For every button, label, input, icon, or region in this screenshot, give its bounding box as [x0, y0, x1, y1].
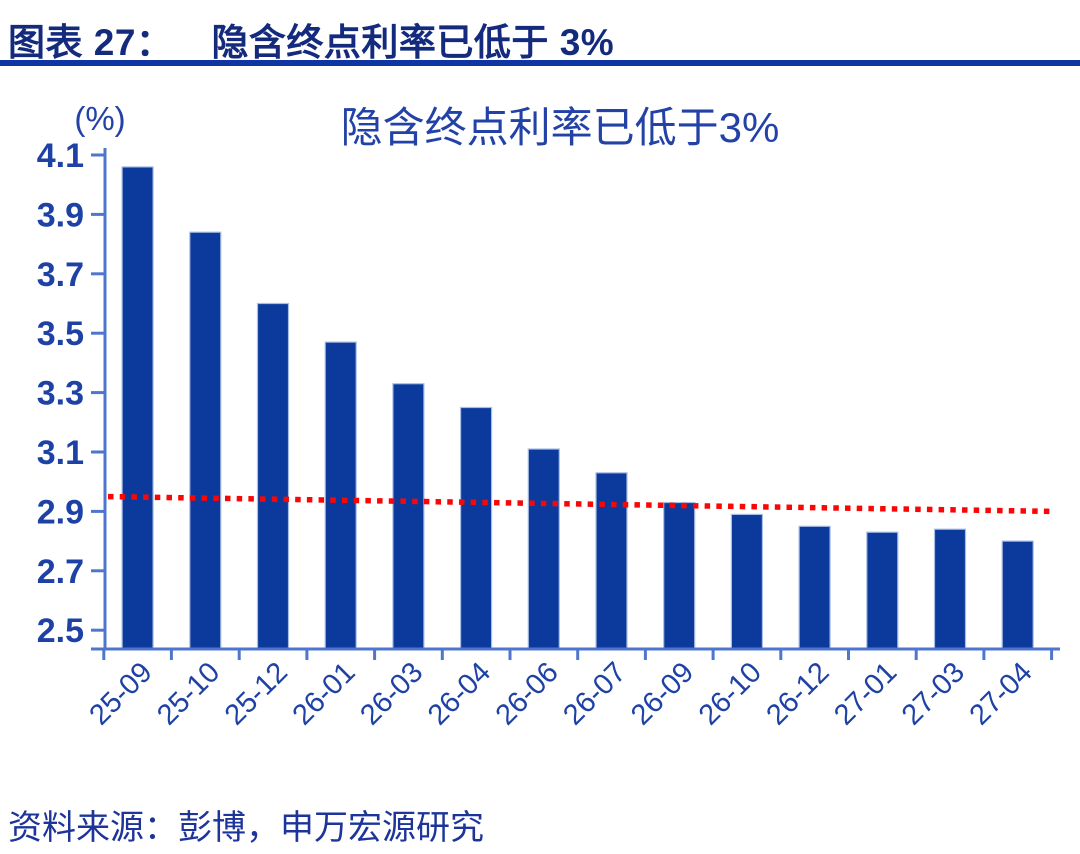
y-ticks-group [91, 153, 105, 632]
chart-title: 隐含终点利率已低于3% [341, 104, 780, 151]
x-tick-label: 25-12 [219, 656, 294, 731]
bar [663, 501, 696, 650]
bar [933, 528, 967, 650]
x-tick-label: 26-06 [490, 656, 565, 731]
y-tick-label: 4.1 [37, 137, 84, 175]
x-tick-label: 26-09 [625, 656, 700, 731]
bar [1001, 540, 1034, 650]
x-tick-label: 26-10 [693, 656, 768, 731]
axes-group [91, 148, 1060, 651]
x-tick-label: 26-07 [557, 656, 632, 731]
x-tick-label: 27-01 [828, 656, 903, 731]
x-tick-label: 27-04 [964, 656, 1039, 731]
reference-line [107, 493, 1054, 515]
bar [256, 302, 290, 650]
y-tick-label: 2.5 [37, 612, 84, 650]
bars-group [121, 166, 1034, 650]
figure-title: 隐含终点利率已低于 3% [211, 22, 615, 63]
y-tick-label: 2.9 [37, 493, 84, 531]
y-tick-label: 3.3 [37, 375, 84, 413]
bar [392, 383, 425, 650]
x-tick-label: 25-09 [83, 656, 158, 731]
y-tick-label: 3.7 [37, 256, 84, 294]
y-tick-label: 3.5 [37, 315, 84, 353]
bar [866, 531, 899, 650]
x-tick-label: 26-01 [287, 656, 362, 731]
x-tick-label: 26-03 [354, 656, 429, 731]
x-tick-label: 27-03 [896, 656, 971, 731]
header-rule [0, 60, 1080, 66]
x-tick-label: 26-12 [760, 656, 835, 731]
y-axis-unit-label: (%) [74, 100, 125, 137]
figure-label: 图表 27： [8, 22, 174, 63]
y-tick-label: 2.7 [37, 553, 84, 591]
bar [595, 472, 628, 650]
bar [121, 166, 154, 650]
x-tick-labels-group: 25-0925-1025-1226-0126-0326-0426-0626-07… [83, 656, 1038, 731]
bar [798, 525, 831, 650]
y-tick-label: 3.9 [37, 196, 84, 234]
bar [460, 406, 493, 650]
source-text: 资料来源：彭博，申万宏源研究 [8, 809, 484, 847]
y-tick-label: 3.1 [37, 434, 84, 472]
x-tick-label: 25-10 [151, 656, 226, 731]
x-ticks-group [102, 649, 1054, 660]
figure-header: 图表 27： 隐含终点利率已低于 3% [8, 12, 614, 66]
x-tick-label: 26-04 [422, 656, 497, 731]
bar [730, 513, 764, 650]
y-tick-labels-group: 4.1 3.9 3.7 3.5 3.3 3.1 2.9 2.7 2.5 [37, 137, 84, 650]
bar [189, 231, 222, 650]
bar [324, 341, 357, 650]
bar [527, 448, 560, 650]
